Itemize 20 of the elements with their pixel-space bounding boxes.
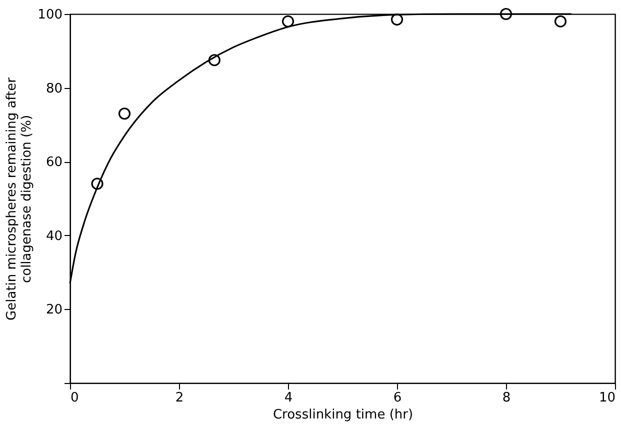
y-axis-title: Gelatin microspheres remaining after collagenase digestion (%) xyxy=(4,76,35,320)
y-tick-label: 80 xyxy=(46,81,62,96)
y-tick-label: 40 xyxy=(46,228,62,244)
point xyxy=(554,15,567,28)
x-tick-label: 4 xyxy=(284,390,293,406)
point xyxy=(118,108,131,120)
point xyxy=(390,14,404,26)
x-tick-label: 10 xyxy=(598,390,616,406)
y-tick-label: 60 xyxy=(46,155,62,170)
point xyxy=(282,15,294,28)
point xyxy=(208,54,220,66)
point xyxy=(500,8,512,20)
x-tick-label: 0 xyxy=(70,390,79,406)
x-tick-label: 2 xyxy=(175,390,184,406)
y-tick-label: 20 xyxy=(46,302,62,318)
x-tick-label: 8 xyxy=(502,390,511,406)
y-tick-label: 100 xyxy=(38,8,62,22)
point xyxy=(91,178,104,190)
x-tick-label: 6 xyxy=(393,390,402,406)
x-axis-title: Crosslinking time (hr) xyxy=(272,408,414,422)
